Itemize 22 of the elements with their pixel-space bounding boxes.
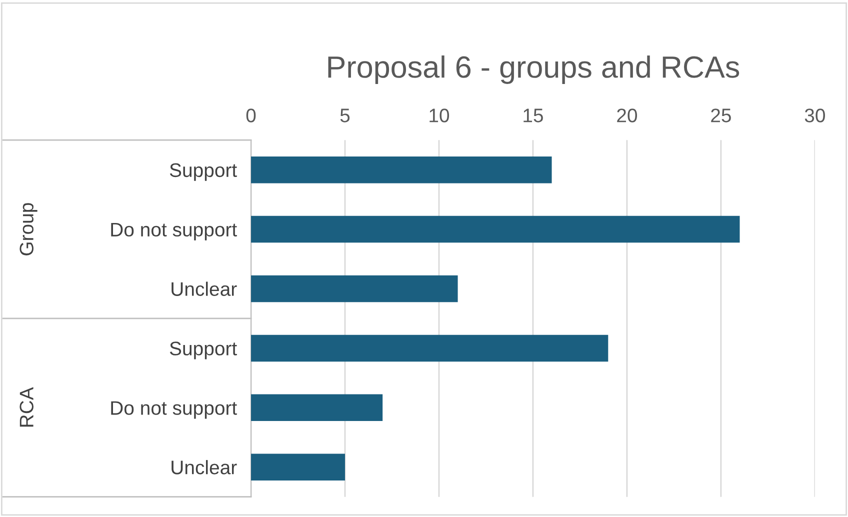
y-tick-label: Unclear — [172, 460, 237, 474]
y-tick-label: Unclear — [172, 282, 237, 296]
x-tick-label: 20 — [617, 108, 638, 122]
y-tick-label: Support — [170, 163, 237, 181]
x-tick-label: 10 — [430, 108, 450, 122]
x-tick-label: 0 — [246, 108, 256, 122]
bar — [251, 156, 552, 184]
y-tick-label: Do not support — [111, 222, 237, 240]
bar — [251, 454, 345, 480]
y-tick-label: Support — [170, 342, 237, 360]
text: RCA — [20, 387, 34, 427]
bar — [251, 216, 740, 243]
x-tick-label: 5 — [340, 108, 350, 122]
bar — [251, 275, 458, 302]
chart-title: Proposal 6 - groups and RCAs — [328, 55, 740, 84]
x-tick-label: 30 — [804, 108, 825, 122]
y-tick-label: Do not support — [111, 401, 237, 419]
text: Group — [20, 203, 38, 256]
x-tick-label: 15 — [524, 108, 543, 122]
x-tick-label: 25 — [711, 108, 731, 122]
bar — [251, 394, 383, 422]
bar — [251, 334, 608, 362]
